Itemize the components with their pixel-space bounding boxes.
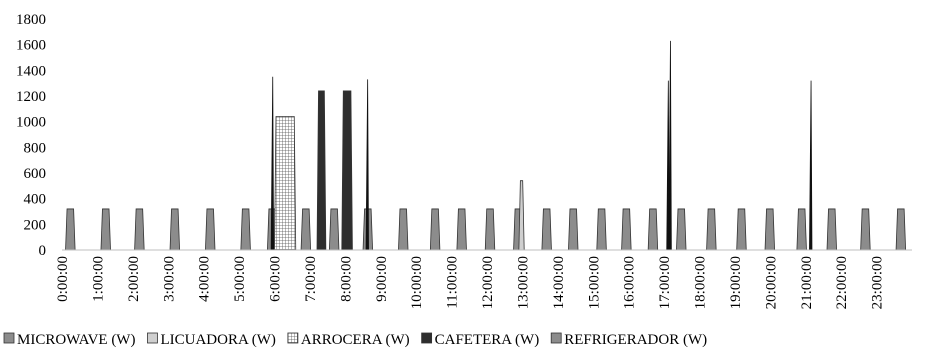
x-tick-label: 18:00:00 [693,256,709,309]
x-tick-label: 15:00:00 [586,256,602,309]
legend-swatch [287,332,299,344]
series-4-cycle-15 [541,208,552,251]
x-tick-label: 6:00:00 [268,256,284,302]
series-4-cycle-20 [676,208,687,251]
legend-label: CAFETERA (W) [435,332,540,348]
series-3-pulse-0 [316,90,327,251]
x-tick-label: 8:00:00 [338,256,354,302]
y-tick-label: 400 [24,192,47,208]
y-tick-label: 0 [39,243,47,259]
x-tick-label: 0:00:00 [55,256,71,302]
series-4-cycle-12 [456,208,467,251]
series-4-cycle-1 [100,208,111,251]
x-tick-label: 14:00:00 [551,256,567,309]
legend-label: REFRIGERADOR (W) [564,332,707,348]
series-4-cycle-27 [895,208,907,251]
series-4-cycle-16 [568,208,579,251]
x-tick-label: 20:00:00 [763,256,779,309]
x-tick-label: 5:00:00 [232,256,248,302]
x-tick-label: 1:00:00 [90,256,106,302]
x-tick-label: 9:00:00 [374,256,390,302]
y-tick-label: 1200 [16,89,46,105]
y-tick-label: 1600 [16,38,46,54]
series-3-spike-0 [365,79,369,251]
series-4-cycle-3 [169,208,180,251]
legend-label: MICROWAVE (W) [17,332,135,348]
series-4-cycle-19 [647,208,659,251]
series-1-pulse-0 [518,180,525,251]
x-tick-label: 12:00:00 [480,256,496,309]
y-tick-label: 1400 [16,63,46,79]
legend-label: ARROCERA (W) [301,332,410,348]
x-tick-label: 17:00:00 [657,256,673,309]
series-4-cycle-8 [328,208,340,251]
series-3-spike-2 [809,80,813,251]
series-4-cycle-2 [134,208,145,251]
series-4-cycle-23 [764,208,775,251]
series-4-cycle-0 [65,208,76,251]
x-tick-label: 10:00:00 [409,256,425,309]
legend-swatch [550,332,562,344]
x-tick-label: 23:00:00 [870,256,886,309]
y-tick-label: 1000 [16,115,46,131]
series-3-pulse-1 [341,90,353,251]
series-3-spike-1 [666,80,670,251]
series-4-cycle-18 [621,208,632,251]
series-4-cycle-5 [240,208,251,251]
x-tick-label: 3:00:00 [161,256,177,302]
series-4-cycle-25 [826,208,837,251]
y-tick-label: 1800 [16,12,46,28]
x-tick-label: 22:00:00 [834,256,850,309]
x-tick-label: 13:00:00 [515,256,531,309]
x-tick-label: 2:00:00 [126,256,142,302]
series-4-cycle-11 [429,208,441,251]
series-4-cycle-26 [860,208,871,251]
x-tick-label: 4:00:00 [197,256,213,302]
legend-swatch [3,332,15,344]
series-4-cycle-4 [205,208,216,251]
series-4-cycle-7 [300,208,312,251]
x-tick-label: 16:00:00 [622,256,638,309]
series-4-cycle-17 [596,208,607,251]
x-tick-label: 19:00:00 [728,256,744,309]
series-4-cycle-22 [736,208,747,251]
series-4-cycle-13 [484,208,496,251]
legend-swatch [421,332,433,344]
x-tick-label: 21:00:00 [799,256,815,309]
y-tick-label: 200 [24,217,47,233]
series-4-cycle-24 [796,208,807,251]
series-4-cycle-21 [706,208,717,251]
legend-label: LICUADORA (W) [160,332,275,348]
series-0-spike-0 [270,76,275,251]
y-tick-label: 600 [24,166,47,182]
series-4-cycle-10 [398,208,409,251]
x-tick-label: 7:00:00 [303,256,319,302]
x-tick-label: 11:00:00 [445,256,461,309]
y-tick-label: 800 [24,140,47,156]
series-2-pulse-0 [274,116,297,251]
legend-swatch [147,332,158,344]
